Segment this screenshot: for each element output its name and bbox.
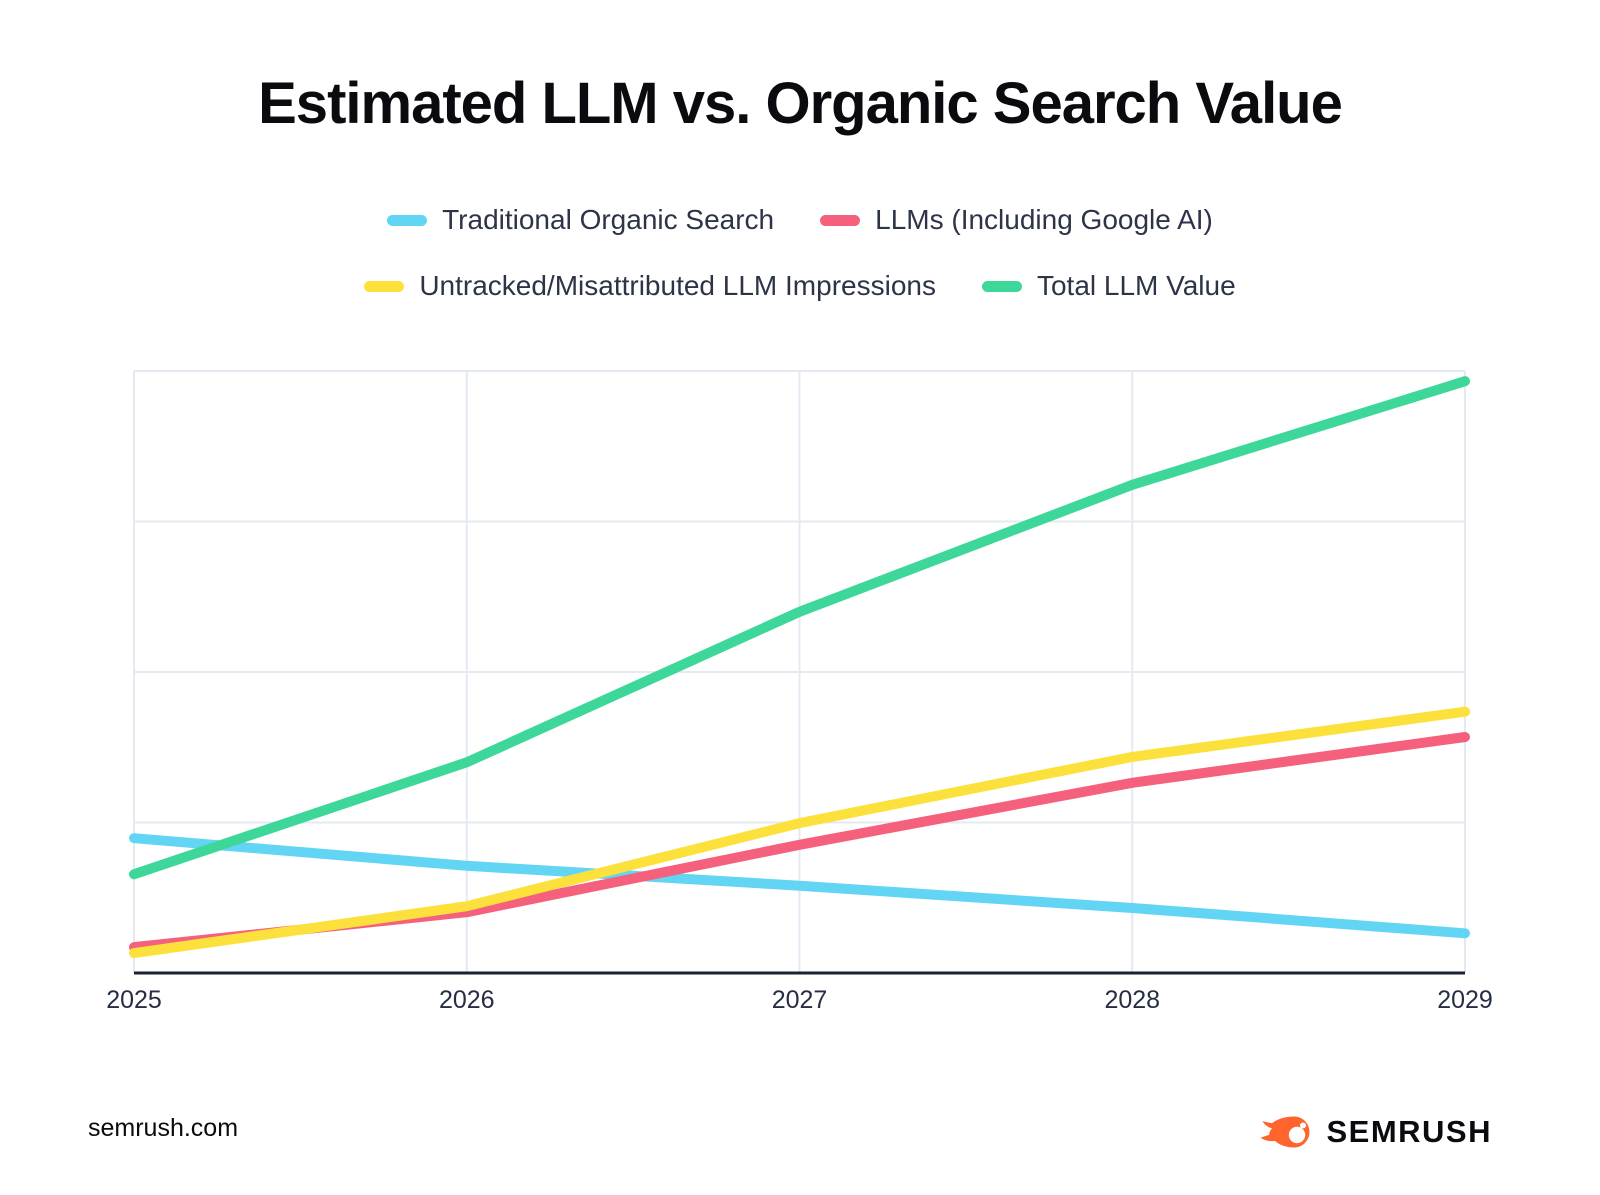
x-axis-label: 2028 [1104,986,1161,1014]
series-line [129,376,1470,880]
x-axis-label: 2029 [1437,986,1493,1014]
x-axis: 2025 2026 2027 2028 2029 [106,986,1493,1016]
legend-item: Untracked/Misattributed LLM Impressions [364,270,936,302]
legend-label: LLMs (Including Google AI) [875,204,1213,235]
legend-swatch-icon [364,280,405,292]
legend-item: LLMs (Including Google AI) [820,204,1213,236]
legend-label: Traditional Organic Search [442,204,775,235]
semrush-logo: SEMRUSH [1260,1113,1492,1151]
line-chart-plot-area [129,370,1470,975]
page-title: Estimated LLM vs. Organic Search Value [258,71,1343,136]
source-url-text: semrush.com [88,1114,239,1142]
x-axis-label: 2027 [771,986,828,1014]
series-line [129,833,1470,939]
legend-swatch-icon [820,214,861,226]
x-axis-label: 2026 [438,986,495,1014]
chart-canvas [129,370,1470,975]
legend-swatch-icon [981,280,1022,292]
series-line [129,706,1470,959]
brand-wordmark: SEMRUSH [1326,1114,1492,1149]
chart-legend: Traditional Organic Search LLMs (Includin… [0,198,1600,330]
legend-label: Untracked/Misattributed LLM Impressions [419,270,936,301]
legend-label: Total LLM Value [1036,270,1236,301]
legend-row-2: Untracked/Misattributed LLM Impressions T… [0,264,1600,308]
semrush-flame-icon [1260,1113,1314,1151]
legend-item: Total LLM Value [981,270,1236,302]
x-axis-label: 2025 [106,986,162,1014]
legend-row-1: Traditional Organic Search LLMs (Includin… [0,198,1600,242]
legend-item: Traditional Organic Search [387,204,774,236]
legend-swatch-icon [387,214,428,226]
